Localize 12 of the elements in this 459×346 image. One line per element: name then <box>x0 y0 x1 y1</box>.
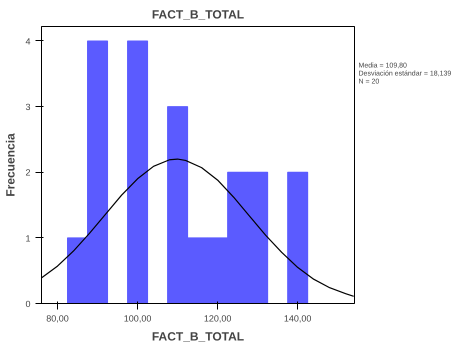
y-tick-label: 3 <box>25 102 31 112</box>
y-tick-label: 4 <box>25 36 31 46</box>
y-tick-label: 0 <box>25 299 31 309</box>
x-tick-label: 100,00 <box>124 314 152 324</box>
y-tick-label: 1 <box>25 233 31 244</box>
y-axis-title: Frecuencia <box>3 132 18 197</box>
x-tick-label: 80,00 <box>46 314 69 324</box>
x-tick-label: 120,00 <box>204 314 232 324</box>
y-tick-label: 2 <box>25 168 31 178</box>
x-axis-title: FACT_B_TOTAL <box>152 330 244 344</box>
x-tick-label: 140,00 <box>284 314 312 324</box>
chart-title: FACT_B_TOTAL <box>152 8 244 22</box>
